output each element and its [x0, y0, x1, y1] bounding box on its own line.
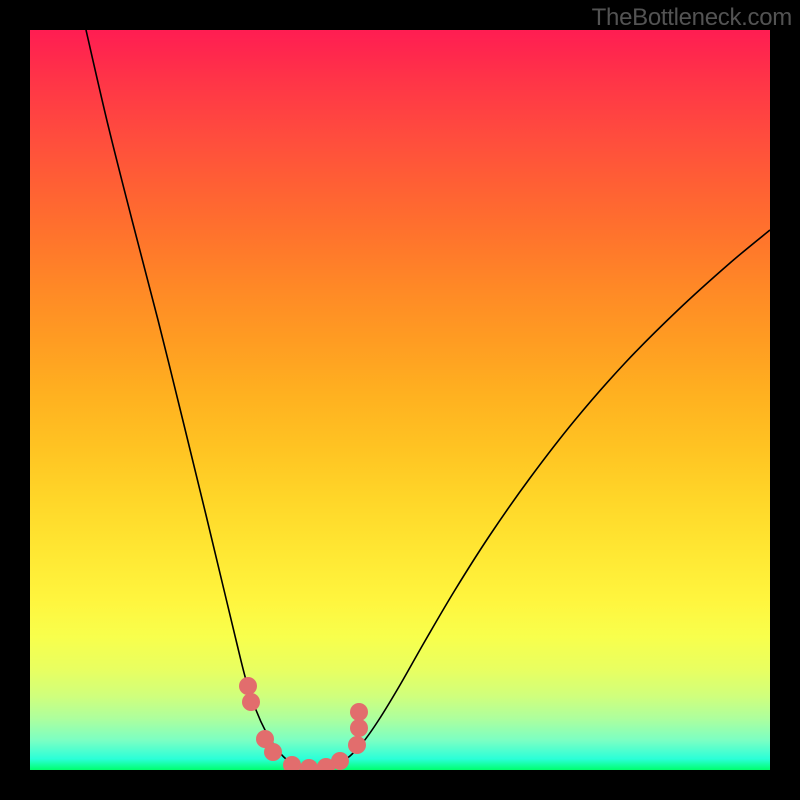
bottleneck-chart — [30, 30, 770, 770]
marker-dot — [264, 743, 282, 761]
marker-dot — [239, 677, 257, 695]
curve-left — [86, 30, 314, 769]
marker-dot — [242, 693, 260, 711]
marker-dot — [331, 752, 349, 770]
curve-right — [314, 230, 770, 769]
marker-dots — [239, 677, 368, 770]
watermark: TheBottleneck.com — [592, 4, 792, 32]
marker-dot — [300, 759, 318, 770]
curve-layer — [30, 30, 770, 770]
marker-dot — [350, 719, 368, 737]
marker-dot — [348, 736, 366, 754]
marker-dot — [350, 703, 368, 721]
